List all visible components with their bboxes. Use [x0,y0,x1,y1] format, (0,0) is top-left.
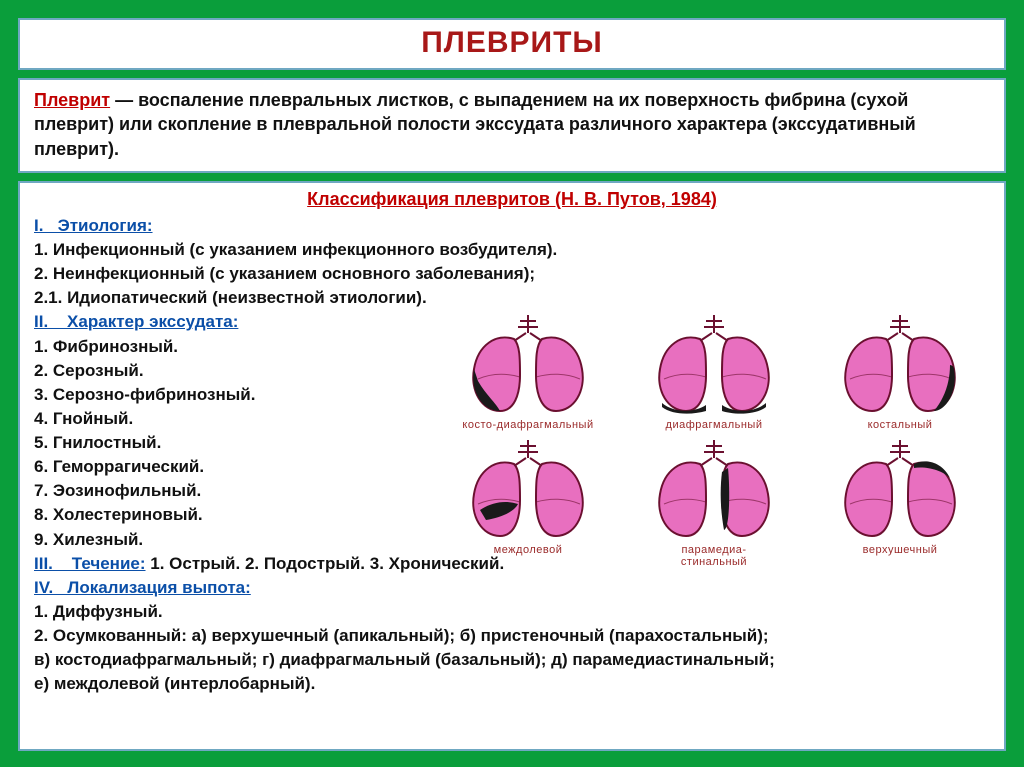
lung-diagrams: косто-диафрагмальный диафрагмальный коста… [444,311,984,569]
lung-diagram-label: косто-диафрагмальный [444,419,612,432]
classification-panel: Классификация плевритов (Н. В. Путов, 19… [18,181,1006,751]
classification-title: Классификация плевритов (Н. В. Путов, 19… [34,189,990,210]
lung-diagram-label: междолевой [444,544,612,557]
definition-body: — воспаление плевральных листков, с выпа… [34,90,916,159]
list-item: в) костодиафрагмальный; г) диафрагмальны… [34,648,990,672]
list-item: 1. Инфекционный (с указанием инфекционно… [34,238,990,262]
list-item: е) междолевой (интерлобарный). [34,672,990,696]
lung-diagram-cell: диафрагмальный [630,311,798,432]
list-item: 2. Осумкованный: а) верхушечный (апикаль… [34,624,990,648]
lung-diagram-cell: косто-диафрагмальный [444,311,612,432]
list-item: 1. Диффузный. [34,600,990,624]
section-4-heading: IV. Локализация выпота: [34,576,990,600]
definition-panel: Плеврит — воспаление плевральных листков… [18,78,1006,173]
lung-diagram-label: костальный [816,419,984,432]
lung-diagram-cell: парамедиа-стинальный [630,436,798,569]
title-panel: ПЛЕВРИТЫ [18,18,1006,70]
list-item: 2. Неинфекционный (с указанием основного… [34,262,990,286]
lung-diagram-cell: верхушечный [816,436,984,569]
lung-diagram-cell: междолевой [444,436,612,569]
definition-term: Плеврит [34,90,110,110]
lung-diagram-cell: костальный [816,311,984,432]
section-3-heading: III. Течение: [34,554,146,573]
list-item: 2.1. Идиопатический (неизвестной этиолог… [34,286,990,310]
page-title: ПЛЕВРИТЫ [20,26,1004,60]
lung-diagram-label: верхушечный [816,544,984,557]
section-1-heading: I. Этиология: [34,214,990,238]
definition-text: Плеврит — воспаление плевральных листков… [34,88,990,161]
lung-diagram-label: парамедиа-стинальный [630,544,798,569]
lung-diagram-label: диафрагмальный [630,419,798,432]
